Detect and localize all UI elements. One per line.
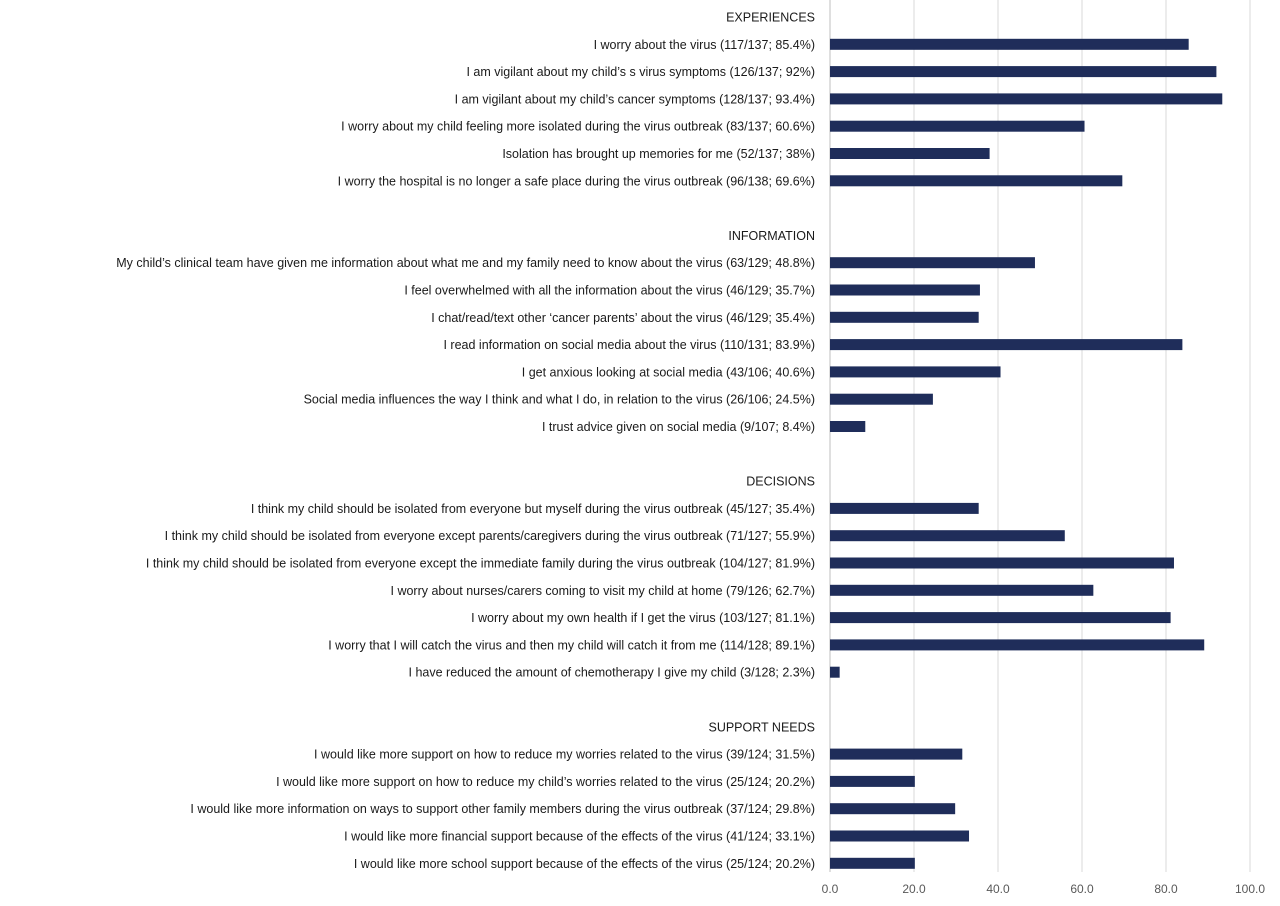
bar <box>830 120 1085 132</box>
bar <box>830 557 1174 569</box>
bar <box>830 639 1205 651</box>
x-tick-label: 0.0 <box>822 882 839 896</box>
category-label: I think my child should be isolated from… <box>251 502 815 516</box>
category-label: I worry about my child feeling more isol… <box>341 120 815 134</box>
x-tick-label: 80.0 <box>1154 882 1178 896</box>
category-label: I would like more financial support beca… <box>344 830 815 844</box>
x-tick-label: 100.0 <box>1235 882 1265 896</box>
bars <box>830 38 1223 869</box>
category-label: I think my child should be isolated from… <box>165 529 815 543</box>
category-label: Isolation has brought up memories for me… <box>502 147 815 161</box>
bar <box>830 148 990 159</box>
bar <box>830 857 915 869</box>
category-label: I am vigilant about my child’s s virus s… <box>466 65 815 79</box>
x-axis-ticks: 0.0 20.0 40.0 60.0 80.0 100.0 <box>822 882 1266 896</box>
bar <box>830 612 1171 624</box>
category-label: I think my child should be isolated from… <box>146 557 815 571</box>
bar <box>830 38 1189 50</box>
bar <box>830 93 1223 105</box>
group-heading: SUPPORT NEEDS <box>708 720 815 734</box>
bar <box>830 830 970 842</box>
bar <box>830 748 963 760</box>
category-label: I chat/read/text other ‘cancer parents’ … <box>431 311 815 325</box>
bar <box>830 775 915 787</box>
category-label: I worry about the virus (117/137; 85.4%) <box>594 38 815 52</box>
bar <box>830 257 1035 269</box>
category-label: I would like more support on how to redu… <box>314 748 815 762</box>
gridlines <box>829 0 1251 872</box>
x-tick-label: 20.0 <box>902 882 926 896</box>
bar <box>830 584 1094 596</box>
bar <box>830 803 956 815</box>
group-heading: DECISIONS <box>746 475 815 489</box>
category-label: I get anxious looking at social media (4… <box>522 365 815 379</box>
category-label: Social media influences the way I think … <box>304 393 815 407</box>
category-label: I worry the hospital is no longer a safe… <box>338 174 815 188</box>
bar <box>830 66 1217 78</box>
bar <box>830 339 1183 351</box>
category-label: I would like more information on ways to… <box>190 802 815 816</box>
bar <box>830 393 933 405</box>
category-label: I have reduced the amount of chemotherap… <box>409 666 815 680</box>
bar <box>830 284 980 296</box>
bar <box>830 530 1065 542</box>
bar <box>830 666 840 678</box>
x-tick-label: 40.0 <box>986 882 1010 896</box>
bar <box>830 366 1001 378</box>
category-label: I would like more support on how to redu… <box>276 775 815 789</box>
category-label: I worry about my own health if I get the… <box>471 611 815 625</box>
category-label: I worry about nurses/carers coming to vi… <box>391 584 816 598</box>
bar <box>830 421 866 432</box>
category-label: I am vigilant about my child’s cancer sy… <box>455 92 815 106</box>
category-label: I feel overwhelmed with all the informat… <box>404 284 815 298</box>
bar <box>830 311 979 323</box>
category-label: I read information on social media about… <box>443 338 815 352</box>
category-label: I would like more school support because… <box>354 857 815 871</box>
category-label: I trust advice given on social media (9/… <box>542 420 815 434</box>
category-label: My child’s clinical team have given me i… <box>116 256 815 270</box>
bar <box>830 502 979 514</box>
category-label: I worry that I will catch the virus and … <box>328 638 815 652</box>
bar <box>830 175 1123 187</box>
category-labels: EXPERIENCES I worry about the virus (117/… <box>116 11 815 871</box>
group-heading: INFORMATION <box>728 229 815 243</box>
x-tick-label: 60.0 <box>1070 882 1094 896</box>
group-heading: EXPERIENCES <box>726 11 815 25</box>
